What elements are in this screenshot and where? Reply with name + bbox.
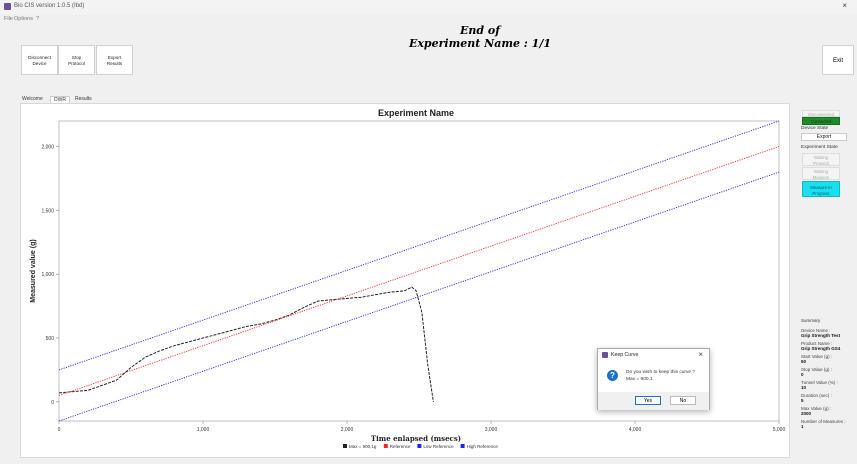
- stop-label-2: Protocol: [68, 61, 85, 66]
- x-tick-label: 4,000: [629, 427, 642, 433]
- legend-entry: Max = 900,1g: [349, 444, 377, 449]
- keep-curve-dialog: Keep Curve × ? Do you wish to keep this …: [597, 348, 710, 410]
- header-experiment: Experiment Name : 1/1: [408, 37, 552, 50]
- legend-entry: High Reference: [467, 444, 499, 449]
- plot-area: [58, 120, 780, 422]
- export-button[interactable]: Export: [801, 133, 847, 141]
- y-tick-label: 2,000: [41, 145, 54, 151]
- menu-help[interactable]: ?: [36, 16, 40, 22]
- x-tick-label: 0: [58, 427, 61, 433]
- not-connected-indicator: Disconnected: [802, 110, 840, 117]
- disconnect-device-button[interactable]: Disconnect Device: [21, 45, 58, 75]
- disconnect-label-2: Device: [32, 61, 47, 66]
- app-icon: [602, 352, 608, 358]
- stop-protocol-button[interactable]: Stop Protocol: [58, 45, 95, 75]
- measure-in-progress-indicator: Measure In Progress: [802, 181, 840, 197]
- series-line-high-reference: [58, 120, 780, 371]
- exit-button[interactable]: Exit: [822, 45, 854, 75]
- summary-panel: Summary Device Name : Grip Strength Test…: [801, 318, 853, 432]
- yes-button[interactable]: Yes: [635, 396, 661, 405]
- summary-label: Tunnel Value (%) :: [801, 380, 838, 385]
- waiting-measure-label-2: Measure: [812, 174, 830, 180]
- x-axis-label: Time enlapsed (msecs): [371, 434, 461, 443]
- chart-title: Experiment Name: [378, 108, 454, 118]
- window-title: Bio CIS version 1.0.5 (Ibd): [14, 3, 85, 9]
- y-tick-label: 1,000: [41, 272, 54, 278]
- menu-file[interactable]: File: [4, 16, 13, 22]
- summary-value: 2000: [801, 411, 812, 416]
- summary-value: 1: [801, 424, 804, 429]
- y-tick-label: 0: [51, 400, 54, 406]
- no-button[interactable]: No: [670, 396, 696, 405]
- summary-label: Duration (sec) :: [801, 393, 832, 398]
- stop-label-1: Stop: [71, 55, 82, 60]
- dialog-close-icon[interactable]: ×: [698, 350, 703, 359]
- summary-label: Max Value (g) :: [801, 406, 832, 411]
- summary-value: 0: [801, 372, 804, 377]
- legend-swatch: [343, 444, 347, 448]
- disconnect-label-1: Disconnect: [28, 55, 51, 60]
- waiting-measure-indicator: Waiting Measure: [802, 167, 840, 180]
- waiting-protocol-indicator: Waiting Protocol: [802, 153, 840, 166]
- summary-label: Number of Measures :: [801, 419, 846, 424]
- export-results-button[interactable]: Export Results: [96, 45, 133, 75]
- experiment-state-title: Experiment State: [801, 145, 838, 150]
- dialog-footer: Yes No: [598, 392, 709, 410]
- y-tick-label: 1,500: [41, 208, 54, 214]
- legend-swatch: [383, 444, 388, 448]
- tab-results[interactable]: Results: [75, 96, 92, 102]
- title-bar: Bio CIS version 1.0.5 (Ibd) ×: [0, 0, 857, 14]
- dialog-max-value: Max = 900,1: [626, 377, 653, 382]
- summary-value: Grip Strength Test: [801, 333, 841, 338]
- y-tick-label: 500: [46, 336, 55, 342]
- dialog-title: Keep Curve: [611, 352, 639, 358]
- right-panel: Device State Disconnected Connected Expo…: [797, 103, 853, 458]
- y-axis-label: Measured value (g): [30, 239, 37, 302]
- legend-entry: Low Reference: [423, 444, 454, 449]
- summary-label: Device Name :: [801, 328, 831, 333]
- series-line-max-900-1g: [58, 286, 434, 402]
- header-status: End of: [460, 24, 500, 37]
- x-tick-label: 2,000: [341, 427, 354, 433]
- dialog-message: Do you wish to keep this curve ?: [626, 370, 696, 375]
- menu-options[interactable]: Options: [14, 16, 33, 22]
- measure-in-progress-label-1: Measure In: [810, 185, 832, 190]
- legend-entry: Reference: [390, 444, 411, 449]
- summary-value: 10: [801, 385, 807, 390]
- x-tick-label: 1,000: [197, 427, 210, 433]
- app-icon: [4, 3, 11, 10]
- question-icon: ?: [607, 370, 618, 381]
- summary-value: 5: [801, 398, 804, 403]
- tab-dwr[interactable]: DWR: [50, 96, 70, 103]
- waiting-protocol-label-1: Waiting: [813, 155, 829, 160]
- waiting-protocol-label-2: Protocol: [813, 160, 829, 166]
- summary-value: Grip Strength GS4: [801, 346, 841, 351]
- export-label-2: Results: [106, 61, 123, 66]
- summary-value: 50: [801, 359, 807, 364]
- x-tick-label: 5,000: [773, 427, 786, 433]
- summary-title: Summary: [801, 318, 821, 323]
- waiting-measure-label-1: Waiting: [813, 169, 829, 174]
- close-icon[interactable]: ×: [842, 1, 847, 10]
- legend-swatch: [417, 444, 422, 448]
- device-state-title: Device State: [801, 126, 829, 131]
- measure-chart: Experiment Name 0 1,000 2,000 3,000 4,000 5,00…: [30, 108, 786, 449]
- summary-label: Stop Value (g) :: [801, 367, 832, 372]
- summary-label: Product Name :: [801, 341, 833, 346]
- connected-indicator: Connected: [802, 117, 840, 125]
- menu-bar: File Options ?: [0, 14, 857, 24]
- measure-in-progress-label-2: Progress: [812, 190, 830, 196]
- x-tick-label: 3,000: [485, 427, 498, 433]
- tab-welcome[interactable]: Welcome: [22, 96, 43, 102]
- legend-swatch: [460, 444, 465, 448]
- export-label-1: Export: [107, 55, 122, 60]
- summary-label: Start Value (g) :: [801, 354, 833, 359]
